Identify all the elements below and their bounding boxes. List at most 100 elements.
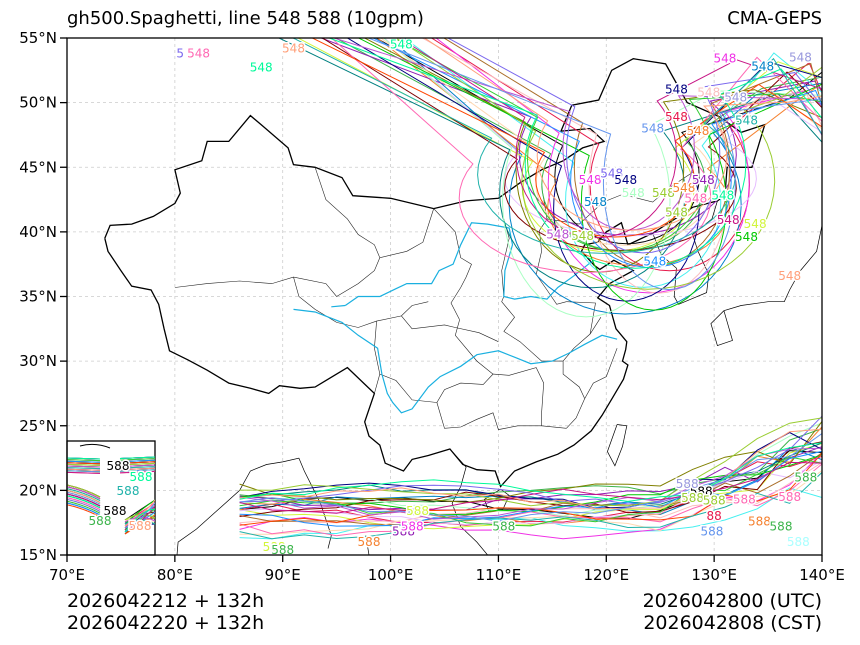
inset-contour-label: 588 (129, 519, 152, 533)
x-tick-label: 130°E (691, 566, 737, 584)
contour-588 (239, 415, 822, 505)
contour-548 (372, 38, 822, 268)
svg-text:588: 588 (492, 520, 515, 534)
contour-label: 88 (707, 509, 722, 523)
contour-588 (239, 421, 822, 503)
svg-text:5: 5 (176, 47, 184, 61)
axis-ticks: 70°E 80°E 90°E 100°E 110°E 120°E 130°E 140°E 15°… (19, 29, 845, 584)
y-tick-label: 25°N (19, 417, 57, 435)
contour-588 (239, 443, 822, 530)
contour-label: 588 (748, 514, 771, 528)
contour-588 (239, 472, 822, 540)
svg-text:588: 588 (107, 459, 130, 473)
contour-548 (389, 38, 822, 315)
svg-text:548: 548 (697, 85, 720, 99)
y-tick-label: 40°N (19, 223, 57, 241)
svg-text:548: 548 (600, 167, 623, 181)
contour-label: 548 (684, 191, 707, 205)
contour-label: 588 (770, 520, 793, 534)
svg-text:588: 588 (358, 535, 381, 549)
contour-588 (239, 442, 822, 502)
y-tick-label: 15°N (19, 546, 57, 564)
province-border (566, 301, 596, 335)
coastline (365, 535, 370, 555)
contour-588 (239, 442, 822, 507)
province-border (584, 348, 618, 399)
contour-label: 588 (392, 525, 415, 539)
china-border (104, 58, 766, 488)
province-border (436, 319, 494, 403)
coastline (607, 424, 628, 467)
province-border (503, 317, 602, 362)
svg-text:548: 548 (187, 47, 210, 61)
contour-label: 548 (711, 189, 734, 203)
contour-548 (319, 38, 822, 236)
contour-label: 548 (735, 114, 758, 128)
svg-text:548: 548 (282, 41, 305, 55)
contour-548 (321, 38, 822, 251)
contour-548 (423, 38, 822, 231)
svg-text:548: 548 (571, 229, 594, 243)
svg-text:548: 548 (584, 195, 607, 209)
graticule-grid (67, 38, 822, 555)
contour-label: 548 (652, 186, 675, 200)
svg-text:548: 548 (724, 90, 747, 104)
svg-text:588: 588 (681, 491, 704, 505)
contour-588 (239, 470, 822, 535)
coastline (449, 448, 488, 555)
valid-time-cst: 2026042808 (CST) (643, 612, 822, 634)
svg-text:548: 548 (643, 255, 666, 269)
svg-text:588: 588 (690, 485, 713, 499)
svg-text:88: 88 (707, 509, 722, 523)
contour-label: 548 (735, 230, 758, 244)
contour-label: 548 (571, 229, 594, 243)
contour-label: 588 (690, 485, 713, 499)
contour-588 (239, 452, 822, 526)
y-tick-label: 55°N (19, 29, 57, 47)
svg-text:548: 548 (641, 121, 664, 135)
contour-548 (443, 38, 822, 268)
contour-548 (357, 38, 822, 311)
x-tick-label: 100°E (368, 566, 414, 584)
svg-text:588: 588 (271, 543, 294, 557)
contour-548 (395, 38, 822, 290)
svg-text:548: 548 (711, 189, 734, 203)
svg-text:548: 548 (744, 217, 767, 231)
contour-label: 548 (250, 61, 273, 75)
contour-label: 548 (697, 85, 720, 99)
svg-text:588: 588 (392, 525, 415, 539)
contour-label: 548 (692, 173, 715, 187)
inset-contour-label: 588 (104, 504, 127, 518)
contour-588 (239, 456, 822, 527)
x-tick-label: 120°E (583, 566, 629, 584)
contour-588 (239, 447, 822, 520)
contour-label: 548 (744, 217, 767, 231)
svg-text:588: 588 (89, 514, 112, 528)
contour-label: 588 (271, 543, 294, 557)
province-border (314, 167, 434, 259)
province-border (379, 373, 437, 403)
svg-text:588: 588 (117, 484, 140, 498)
province-border (433, 208, 472, 320)
model-name: CMA-GEPS (727, 8, 822, 29)
svg-text:548: 548 (778, 269, 801, 283)
province-border (293, 277, 429, 328)
contour-label: 548 (778, 269, 801, 283)
contour-588 (239, 450, 822, 527)
svg-text:588: 588 (676, 477, 699, 491)
contour-label: 548 (584, 195, 607, 209)
contour-label: 548 (713, 52, 736, 66)
contour-label: 548 (600, 167, 623, 181)
init-time-utc: 2026042212 + 132h (67, 590, 265, 612)
contour-548 (380, 38, 822, 246)
svg-text:548: 548 (751, 59, 774, 73)
svg-text:588: 588 (770, 520, 793, 534)
svg-text:588: 588 (701, 525, 724, 539)
svg-text:588: 588 (401, 520, 424, 534)
contour-588 (239, 461, 822, 514)
province-border (501, 218, 515, 332)
contour-label: 548 (724, 90, 747, 104)
contour-label: 548 (622, 186, 645, 200)
svg-text:548: 548 (687, 124, 710, 138)
